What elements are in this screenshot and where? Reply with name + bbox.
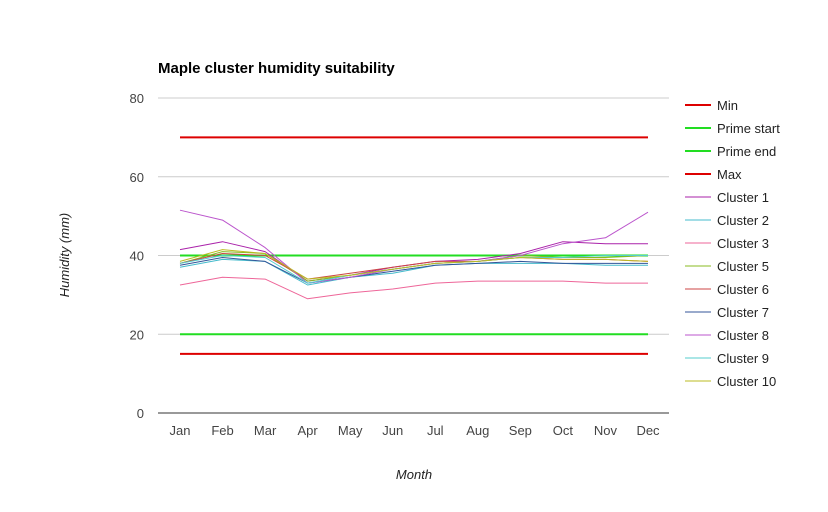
chart-title: Maple cluster humidity suitability [158, 60, 395, 77]
x-tick-label: May [338, 423, 363, 438]
x-tick-label: Jul [427, 423, 444, 438]
y-tick-label: 80 [130, 91, 144, 106]
y-tick-label: 20 [130, 327, 144, 342]
legend-label: Min [717, 98, 738, 113]
x-tick-label: Aug [466, 423, 489, 438]
series-line-cluster-10 [179, 249, 649, 280]
x-tick-label: Jun [382, 423, 403, 438]
legend-label: Cluster 7 [717, 305, 769, 320]
legend-item: Cluster 8 [685, 328, 769, 343]
legend-label: Cluster 8 [717, 328, 769, 343]
legend-item: Cluster 7 [685, 305, 769, 320]
legend-label: Max [717, 167, 742, 182]
x-tick-label: Apr [298, 423, 319, 438]
legend-label: Cluster 3 [717, 236, 769, 251]
y-axis-label: Humidity (mm) [57, 213, 72, 298]
x-tick-label: Jan [170, 423, 191, 438]
y-tick-label: 0 [137, 406, 144, 421]
legend-label: Cluster 5 [717, 259, 769, 274]
legend-item: Cluster 10 [685, 374, 776, 389]
legend-item: Cluster 5 [685, 259, 769, 274]
legend-item: Max [685, 167, 742, 182]
series-line-cluster-1 [179, 241, 648, 282]
gridlines [158, 97, 669, 335]
y-axis-ticks: 0 20 40 60 80 [130, 91, 144, 421]
x-tick-label: Feb [211, 423, 233, 438]
series-lines [179, 136, 649, 355]
legend-label: Cluster 9 [717, 351, 769, 366]
legend-item: Cluster 9 [685, 351, 769, 366]
legend-label: Cluster 1 [717, 190, 769, 205]
legend-item: Cluster 2 [685, 213, 769, 228]
x-tick-label: Sep [509, 423, 532, 438]
x-tick-label: Oct [553, 423, 574, 438]
x-tick-label: Mar [254, 423, 277, 438]
x-tick-label: Nov [594, 423, 618, 438]
legend-label: Prime start [717, 121, 780, 136]
legend-label: Prime end [717, 144, 776, 159]
x-axis-ticks: Jan Feb Mar Apr May Jun Jul Aug Sep Oct Nov Dec [170, 423, 661, 438]
series-line-cluster-7 [179, 257, 648, 284]
legend-label: Cluster 6 [717, 282, 769, 297]
legend-label: Cluster 2 [717, 213, 769, 228]
legend-label: Cluster 10 [717, 374, 776, 389]
legend-item: Cluster 3 [685, 236, 769, 251]
x-tick-label: Dec [636, 423, 660, 438]
y-tick-label: 40 [130, 249, 144, 264]
series-line-cluster-3 [179, 276, 648, 300]
legend-item: Prime start [685, 121, 780, 136]
legend-item: Min [685, 98, 738, 113]
y-tick-label: 60 [130, 170, 144, 185]
legend-item: Cluster 6 [685, 282, 769, 297]
x-axis-label: Month [396, 467, 432, 482]
legend-item: Cluster 1 [685, 190, 769, 205]
legend: Min Prime start Prime end Max Cluster 1 Clust… [685, 98, 780, 389]
legend-item: Prime end [685, 144, 776, 159]
series-line-cluster-8 [179, 209, 649, 284]
